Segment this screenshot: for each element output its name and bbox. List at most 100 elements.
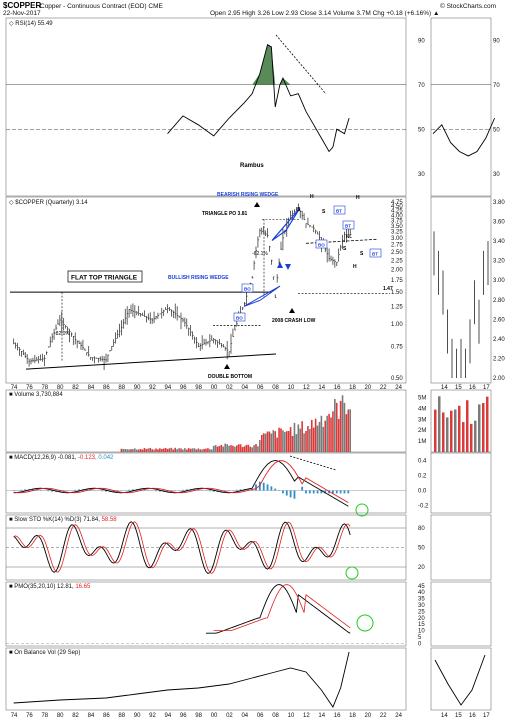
sto-d-line <box>13 521 351 574</box>
volume-bar <box>128 449 130 452</box>
volume-bar <box>172 449 175 452</box>
volume-right-panel <box>430 389 492 453</box>
volume-bar <box>210 449 213 452</box>
macd-histogram-bar <box>132 489 134 491</box>
head-1: H <box>310 194 314 200</box>
x-tick-label: 04 <box>241 713 248 719</box>
volume-bar <box>287 430 290 452</box>
volume-bar <box>226 444 228 452</box>
price-y-tick: 1.25 <box>391 304 403 310</box>
volume-y-tick: 2M <box>418 428 426 434</box>
volume-bar-right <box>478 404 481 452</box>
volume-bar <box>259 440 261 452</box>
x-tick-label: 90 <box>134 713 141 719</box>
neckline <box>305 238 379 244</box>
volume-y-tick: 3M <box>418 417 426 423</box>
volume-bar <box>312 427 315 452</box>
shoulder-3: S <box>343 246 347 252</box>
x-tick-label: 06 <box>257 713 264 719</box>
macd-histogram-bar <box>182 489 184 491</box>
rsi-trendline <box>275 34 327 95</box>
volume-bar <box>147 448 150 452</box>
x-tick-label: 24 <box>395 713 402 719</box>
x-tick-label: 08 <box>272 385 279 391</box>
x-tick-label: 84 <box>88 713 95 719</box>
volume-bar <box>187 448 190 452</box>
rsi-title: ◇ RSI(14) 55.49 <box>9 21 53 27</box>
sto-y-tick: 80 <box>418 526 425 532</box>
rsi-panel <box>5 17 407 197</box>
volume-bar-right <box>482 403 485 452</box>
macd-histogram-bar <box>224 490 227 492</box>
pmo-y-tick: 40 <box>418 590 425 596</box>
volume-bar <box>314 418 317 452</box>
volume-bar <box>324 420 327 452</box>
head-3: H <box>353 264 357 270</box>
macd-histogram-bar <box>89 489 92 491</box>
triangle-po-arrow <box>254 202 260 207</box>
bt-1: BT <box>336 209 342 214</box>
volume-bar <box>139 449 142 452</box>
crash-low-arrow <box>289 308 295 313</box>
volume-bar <box>266 431 269 452</box>
volume-bar <box>134 448 136 452</box>
x-tick-label: 20 <box>365 385 372 391</box>
price-y-tick-right: 3.20 <box>493 259 505 265</box>
x-tick-label: 78 <box>41 713 48 719</box>
pmo-right-panel <box>430 581 492 647</box>
x-tick-label: 12 <box>303 713 310 719</box>
price-y-tick-right: 2.20 <box>493 356 505 362</box>
rambus-label: Rambus <box>240 163 264 169</box>
macd-histogram-bar <box>74 489 77 491</box>
bt-2: BT <box>345 224 351 229</box>
x-tick-label: 88 <box>118 713 125 719</box>
bearish-wedge <box>271 207 301 242</box>
volume-bar <box>170 447 173 452</box>
volume-bar <box>253 445 255 452</box>
volume-bar-right <box>438 396 441 452</box>
rsi-y-tick-right: 90 <box>493 38 500 44</box>
x-tick-label: 94 <box>165 713 172 719</box>
rsi-y-tick-right: 50 <box>493 127 500 133</box>
crash-low-label: 2008 CRASH LOW <box>272 318 316 324</box>
volume-bar <box>285 431 288 452</box>
macd-y-tick: 0.2 <box>418 474 427 480</box>
price-y-tick-right: 2.00 <box>493 376 505 382</box>
macd-right-panel <box>430 452 492 514</box>
volume-bar <box>330 417 332 452</box>
double-bottom-arrow <box>224 364 230 369</box>
volume-bar <box>216 446 219 452</box>
volume-bar <box>160 449 163 452</box>
macd-histogram-bar <box>239 489 242 491</box>
macd-histogram-bar <box>220 490 223 492</box>
price-y-tick: 4.50 <box>391 204 403 210</box>
pmo-title: ■ PMO(35,20,10) 12.81, 16.65 <box>9 584 91 590</box>
price-y-tick: 1.50 <box>391 290 403 296</box>
chart-date: 22-Nov-2017 <box>3 10 41 17</box>
rsi-line-right <box>432 117 496 157</box>
pmo-y-tick: 10 <box>418 629 425 635</box>
pmo-line <box>206 584 351 634</box>
volume-bar <box>201 449 203 452</box>
level-label: 1.47 <box>383 286 393 292</box>
macd-histogram-bar <box>105 490 107 492</box>
macd-histogram-bar <box>301 486 304 491</box>
macd-histogram-bar <box>320 490 323 494</box>
volume-bar <box>268 431 271 452</box>
volume-bar <box>309 429 311 452</box>
x-tick-label: 18 <box>349 385 356 391</box>
macd-histogram-bar <box>324 490 327 494</box>
head-2: H <box>356 195 360 201</box>
x-tick-label: 16 <box>334 713 341 719</box>
bullish-wedge <box>243 285 281 307</box>
macd-histogram-bar <box>262 482 265 491</box>
volume-bar <box>337 418 340 452</box>
obv-layer <box>13 651 486 708</box>
volume-bar <box>174 447 177 452</box>
volume-bar <box>135 449 138 452</box>
volume-bar <box>145 448 148 452</box>
bt-box-3 <box>369 248 382 258</box>
x-tick-label: 04 <box>241 385 248 391</box>
x-tick-label: 92 <box>149 713 156 719</box>
price-y-tick: 1.75 <box>391 278 403 284</box>
